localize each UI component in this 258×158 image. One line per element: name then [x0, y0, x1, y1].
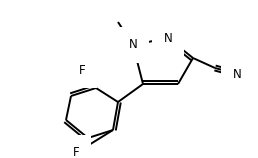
Text: F: F [73, 146, 79, 158]
Text: F: F [79, 64, 85, 76]
Text: N: N [233, 67, 241, 80]
Text: N: N [164, 31, 172, 45]
Text: N: N [129, 39, 137, 52]
